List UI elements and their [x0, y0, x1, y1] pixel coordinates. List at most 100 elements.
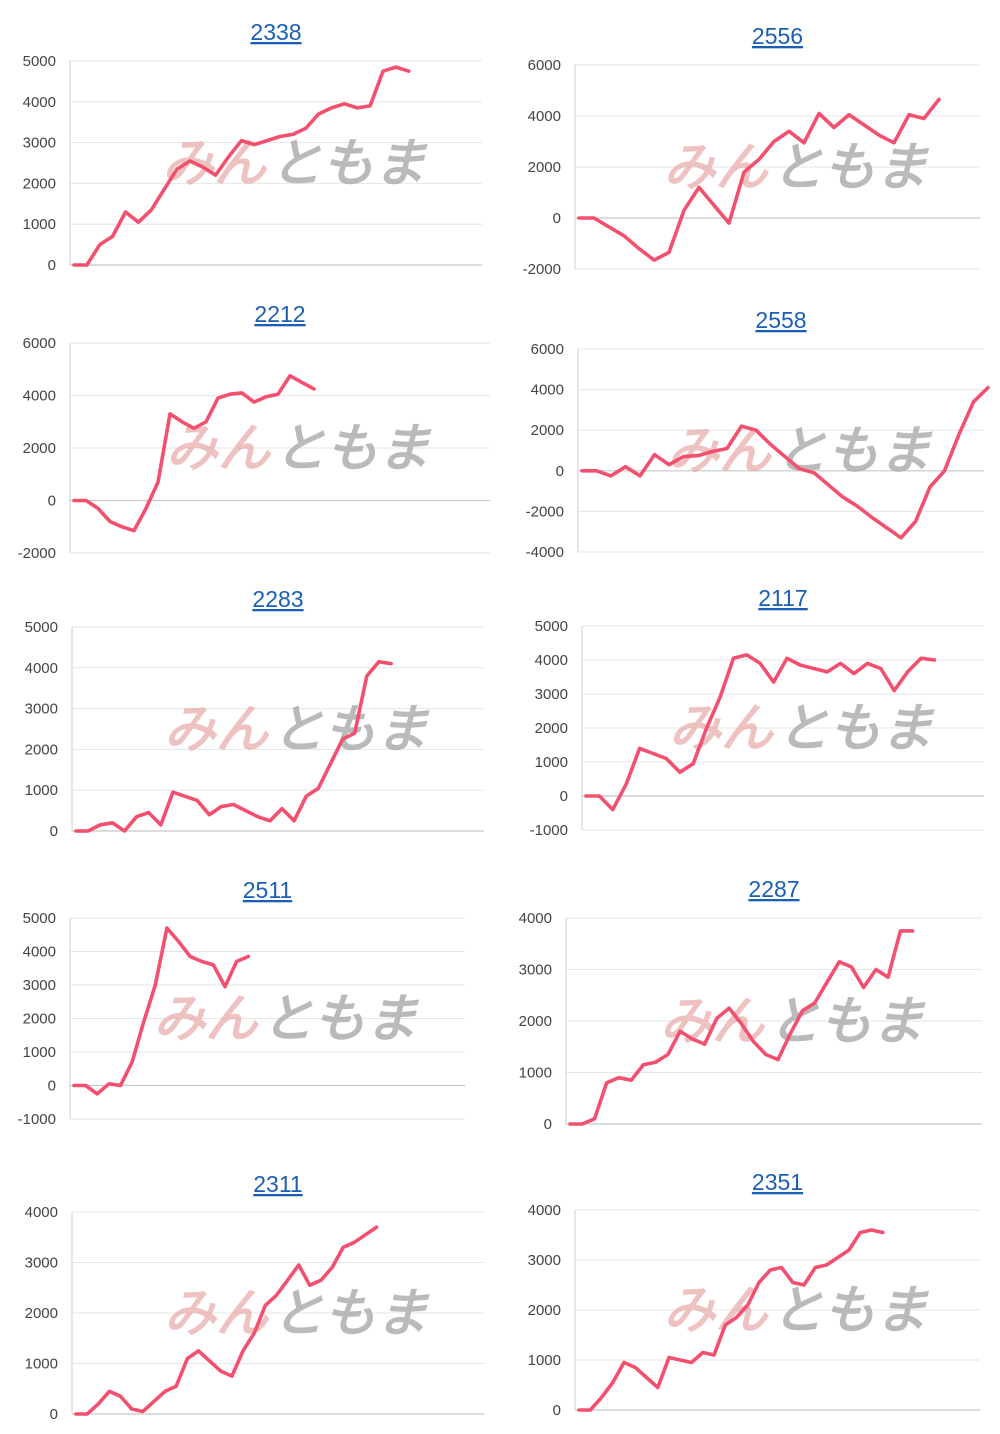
y-tick-label: 5000 — [25, 619, 58, 636]
watermark-logo: ともま — [274, 419, 432, 479]
y-tick-label: 4000 — [23, 944, 56, 961]
chart-3: -2000 0 2000 4000 6000 みん ともま 2212 — [18, 301, 490, 562]
y-tick-label: 0 — [48, 257, 56, 274]
y-tick-label: 2000 — [23, 1011, 56, 1028]
y-tick-label: 3000 — [528, 1252, 561, 1269]
y-tick-label: 0 — [544, 1116, 552, 1133]
chart-8: 0 1000 2000 3000 4000 みん ともま 2287 — [519, 876, 982, 1133]
y-tick-label: 6000 — [531, 341, 564, 358]
watermark-logo: みん — [663, 1281, 769, 1341]
y-tick-label: 1000 — [519, 1065, 552, 1082]
y-tick-label: 1000 — [23, 216, 56, 233]
y-tick-label: 1000 — [25, 1356, 58, 1373]
y-tick-label: 2000 — [528, 159, 561, 176]
y-tick-label: 2000 — [23, 440, 56, 457]
chart-2: -2000 0 2000 4000 6000 みん ともま 2556 — [523, 23, 980, 278]
chart-6: -1000 0 1000 2000 3000 4000 5000 みん ともま 2117 — [530, 585, 984, 839]
series-line — [74, 1225, 379, 1416]
y-tick-label: 1000 — [535, 754, 568, 771]
watermark-logo: みん — [153, 990, 259, 1050]
y-tick-label: 0 — [560, 788, 568, 805]
y-tick-label: 5000 — [23, 53, 56, 70]
series-line — [584, 653, 937, 812]
watermark-logo: ともま — [272, 1284, 430, 1344]
y-tick-label: 3000 — [23, 977, 56, 994]
y-tick-label: 4000 — [528, 108, 561, 125]
watermark-logo: ともま — [775, 422, 933, 482]
y-tick-label: 0 — [556, 463, 564, 480]
series-line — [568, 929, 915, 1126]
y-tick-label: 1000 — [23, 1044, 56, 1061]
watermark-logo: みん — [166, 419, 272, 479]
series-line — [72, 926, 251, 1096]
y-tick-label: 5000 — [23, 910, 56, 927]
y-tick-label: 0 — [553, 210, 561, 227]
y-tick-label: 4000 — [528, 1202, 561, 1219]
chart-title-link[interactable]: 2511 — [243, 877, 292, 903]
y-tick-label: 2000 — [531, 422, 564, 439]
y-tick-label: 2000 — [535, 720, 568, 737]
y-tick-label: 1000 — [528, 1352, 561, 1369]
series-line — [74, 659, 393, 833]
watermark-logo: ともま — [772, 138, 930, 198]
watermark-logo: みん — [164, 700, 270, 760]
y-tick-label: -1000 — [530, 822, 568, 839]
chart-7: -1000 0 1000 2000 3000 4000 5000 みん ともま 2511 — [18, 877, 465, 1128]
y-tick-label: -2000 — [523, 261, 561, 278]
chart-title-link[interactable]: 2311 — [253, 1171, 302, 1197]
y-tick-label: 0 — [553, 1402, 561, 1419]
y-tick-label: 1000 — [25, 782, 58, 799]
y-tick-label: 2000 — [25, 1305, 58, 1322]
y-tick-label: -4000 — [526, 544, 564, 561]
y-tick-label: 5000 — [535, 618, 568, 635]
watermark-logo: ともま — [772, 1281, 930, 1341]
y-tick-label: 2000 — [25, 741, 58, 758]
series-line — [580, 385, 990, 540]
watermark-logo: みん — [663, 138, 769, 198]
y-tick-label: 6000 — [23, 335, 56, 352]
chart-5: 0 1000 2000 3000 4000 5000 みん ともま 2283 — [25, 586, 484, 840]
chart-10: 0 1000 2000 3000 4000 みん ともま 2351 — [528, 1169, 980, 1419]
series-line — [577, 1228, 885, 1412]
y-tick-label: 0 — [50, 1406, 58, 1423]
y-tick-label: -1000 — [18, 1111, 56, 1128]
series-line — [72, 65, 411, 267]
chart-title-link[interactable]: 2287 — [748, 876, 799, 902]
chart-title-link[interactable]: 2351 — [752, 1169, 803, 1195]
y-tick-label: 4000 — [25, 1204, 58, 1221]
y-tick-label: 2000 — [519, 1013, 552, 1030]
y-tick-label: 3000 — [25, 1255, 58, 1272]
y-tick-label: -2000 — [526, 503, 564, 520]
y-tick-label: 3000 — [23, 135, 56, 152]
y-tick-label: 3000 — [519, 962, 552, 979]
y-tick-label: 4000 — [531, 382, 564, 399]
chart-title-link[interactable]: 2117 — [758, 585, 807, 611]
watermark-logo: みん — [660, 992, 766, 1052]
watermark-logo: ともま — [270, 134, 428, 194]
chart-title-link[interactable]: 2338 — [250, 19, 301, 45]
y-tick-label: 2000 — [23, 175, 56, 192]
y-tick-label: 4000 — [23, 94, 56, 111]
watermark-logo: ともま — [768, 992, 926, 1052]
watermark-logo: ともま — [777, 699, 935, 759]
watermark-logo: みん — [669, 699, 775, 759]
y-tick-label: 0 — [48, 1078, 56, 1095]
y-tick-label: 4000 — [25, 660, 58, 677]
y-tick-label: 3000 — [535, 686, 568, 703]
y-tick-label: 0 — [50, 823, 58, 840]
y-tick-label: 0 — [48, 493, 56, 510]
y-tick-label: 6000 — [528, 57, 561, 74]
chart-title-link[interactable]: 2556 — [752, 23, 803, 49]
y-tick-label: 4000 — [519, 910, 552, 927]
series-line — [577, 97, 941, 262]
y-tick-label: 4000 — [23, 388, 56, 405]
chart-title-link[interactable]: 2212 — [254, 301, 305, 327]
chart-title-link[interactable]: 2558 — [755, 307, 806, 333]
chart-title-link[interactable]: 2283 — [252, 586, 303, 612]
y-tick-label: 2000 — [528, 1302, 561, 1319]
